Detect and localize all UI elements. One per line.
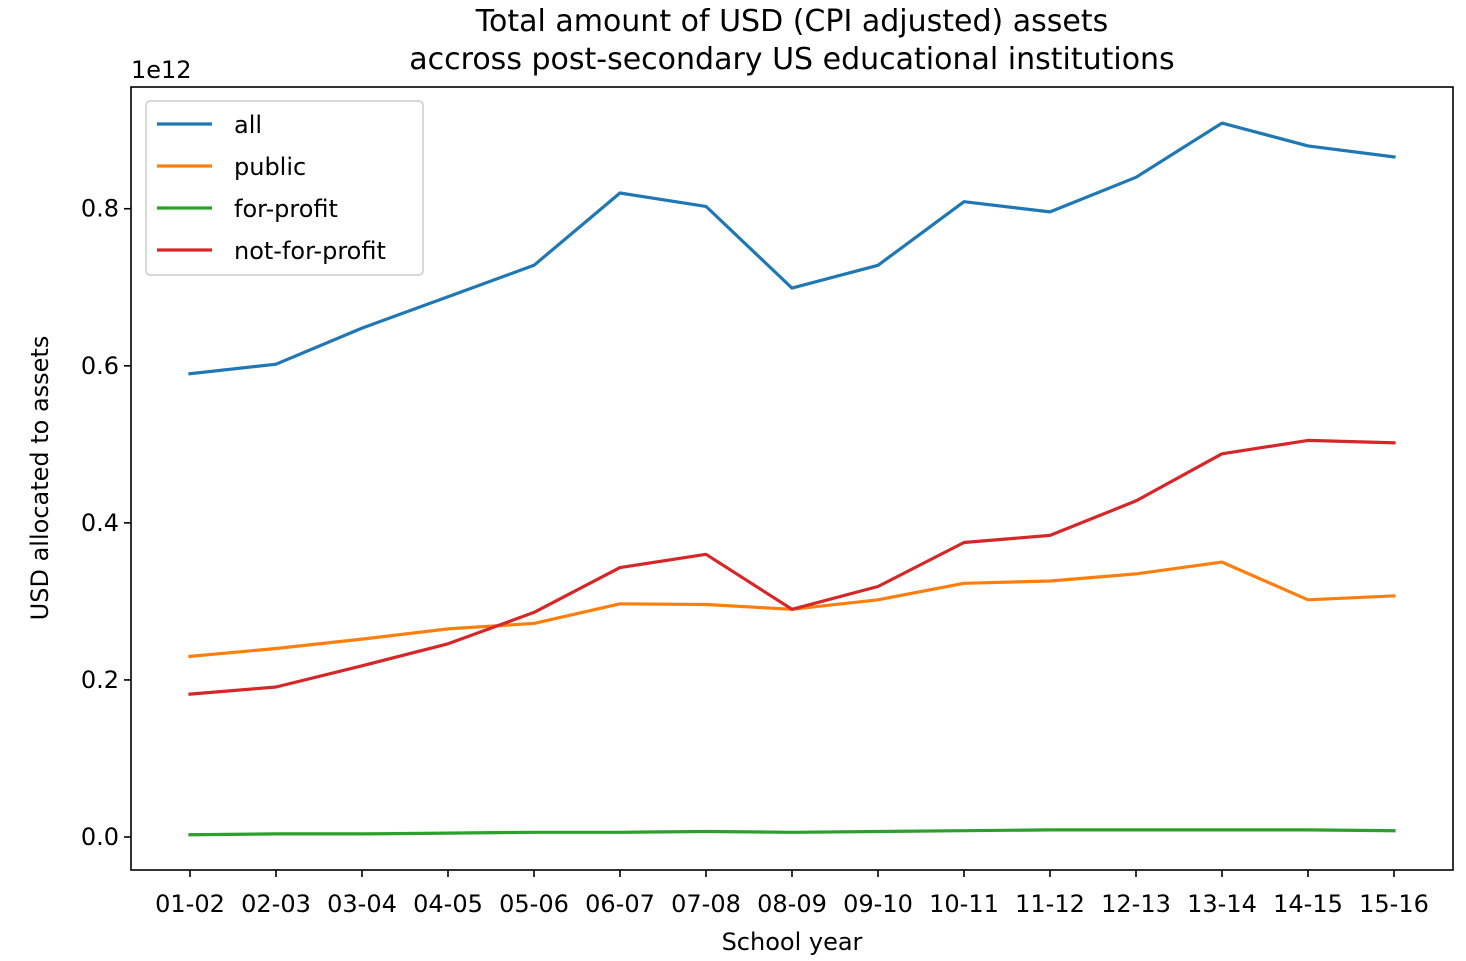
legend: all public for-profit not-for-profit [145, 100, 424, 276]
x-tick-label: 09-10 [843, 890, 913, 918]
x-tick-label: 15-16 [1359, 890, 1429, 918]
x-tick-label: 11-12 [1015, 890, 1085, 918]
legend-label-for-profit: for-profit [234, 195, 338, 223]
chart-title-line-1: Total amount of USD (CPI adjusted) asset… [475, 4, 1109, 39]
y-tick-label: 0.8 [81, 195, 119, 223]
x-tick-label: 12-13 [1101, 890, 1171, 918]
y-tick-label: 0.4 [81, 509, 119, 537]
x-tick-label: 03-04 [327, 890, 397, 918]
x-tick-label: 13-14 [1187, 890, 1257, 918]
plot-area [188, 121, 1396, 837]
legend-label-public: public [234, 153, 306, 181]
x-tick-label: 06-07 [585, 890, 655, 918]
y-tick-label: 0.0 [81, 823, 119, 851]
x-tick-label: 10-11 [929, 890, 999, 918]
y-tick-label: 0.2 [81, 666, 119, 694]
x-tick-label: 08-09 [757, 890, 827, 918]
legend-box [145, 100, 424, 276]
x-tick-label: 05-06 [499, 890, 569, 918]
x-tick-label: 04-05 [413, 890, 483, 918]
x-tick-label: 02-03 [241, 890, 311, 918]
legend-label-not-for-profit: not-for-profit [234, 237, 386, 265]
series-line-for-profit [188, 828, 1396, 837]
y-offset-label: 1e12 [131, 56, 192, 84]
series-line-all [188, 121, 1396, 376]
y-axis: 0.0 0.2 0.4 0.6 0.8 [81, 195, 131, 851]
chart-title-line-2: accross post-secondary US educational in… [409, 42, 1174, 77]
series-line-not-for-profit [188, 438, 1396, 696]
x-axis: 01-02 02-03 03-04 04-05 05-06 06-07 07-08 08-09… [155, 870, 1429, 918]
x-axis-label: School year [722, 928, 863, 956]
y-axis-label: USD allocated to assets [26, 336, 54, 621]
y-tick-label: 0.6 [81, 352, 119, 380]
x-tick-label: 14-15 [1273, 890, 1343, 918]
x-tick-label: 07-08 [671, 890, 741, 918]
x-tick-label: 01-02 [155, 890, 225, 918]
legend-label-all: all [234, 111, 262, 139]
